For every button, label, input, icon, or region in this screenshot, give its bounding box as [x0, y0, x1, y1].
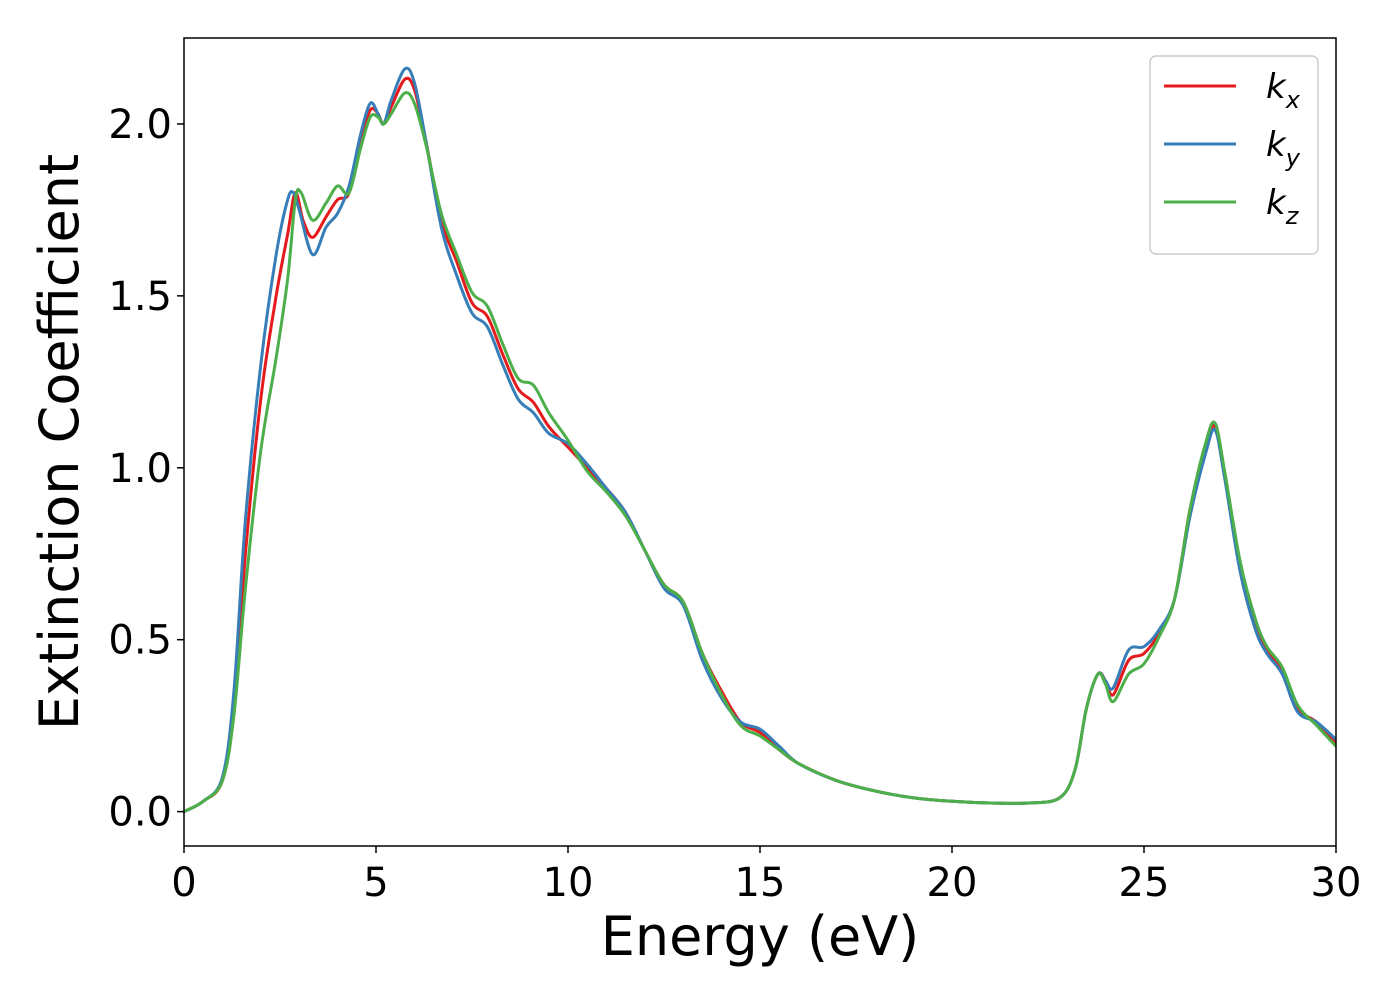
x-tick-label: 25 — [1119, 860, 1170, 906]
legend-label-x: kx — [1266, 67, 1301, 114]
y-tick-label: 2.0 — [108, 102, 172, 148]
series-line-z — [184, 91, 1336, 814]
x-tick-label: 20 — [927, 860, 978, 906]
x-tick-label: 5 — [363, 860, 388, 906]
legend: kx ky kz — [1149, 55, 1319, 255]
legend-label-z: kz — [1266, 183, 1300, 230]
y-tick-label: 1.0 — [108, 446, 172, 492]
y-tick-label: 0.5 — [108, 618, 172, 664]
x-tick-label: 10 — [543, 860, 594, 906]
x-tick-label: 0 — [171, 860, 196, 906]
y-axis-label: Extinction Coefficient — [28, 154, 91, 730]
y-tick-label: 0.0 — [108, 790, 172, 836]
x-tick-label: 15 — [735, 860, 786, 906]
x-axis-label: Energy (eV) — [601, 905, 920, 968]
legend-box — [1149, 55, 1319, 255]
y-tick-label: 1.5 — [108, 274, 172, 320]
y-axis-ticks: 0.0 0.5 1.0 1.5 2.0 — [108, 102, 184, 836]
x-axis-ticks: 0 5 10 15 20 25 30 — [171, 846, 1361, 906]
plot-lines — [184, 66, 1336, 814]
x-tick-label: 30 — [1311, 860, 1362, 906]
legend-label-y: ky — [1266, 125, 1301, 172]
